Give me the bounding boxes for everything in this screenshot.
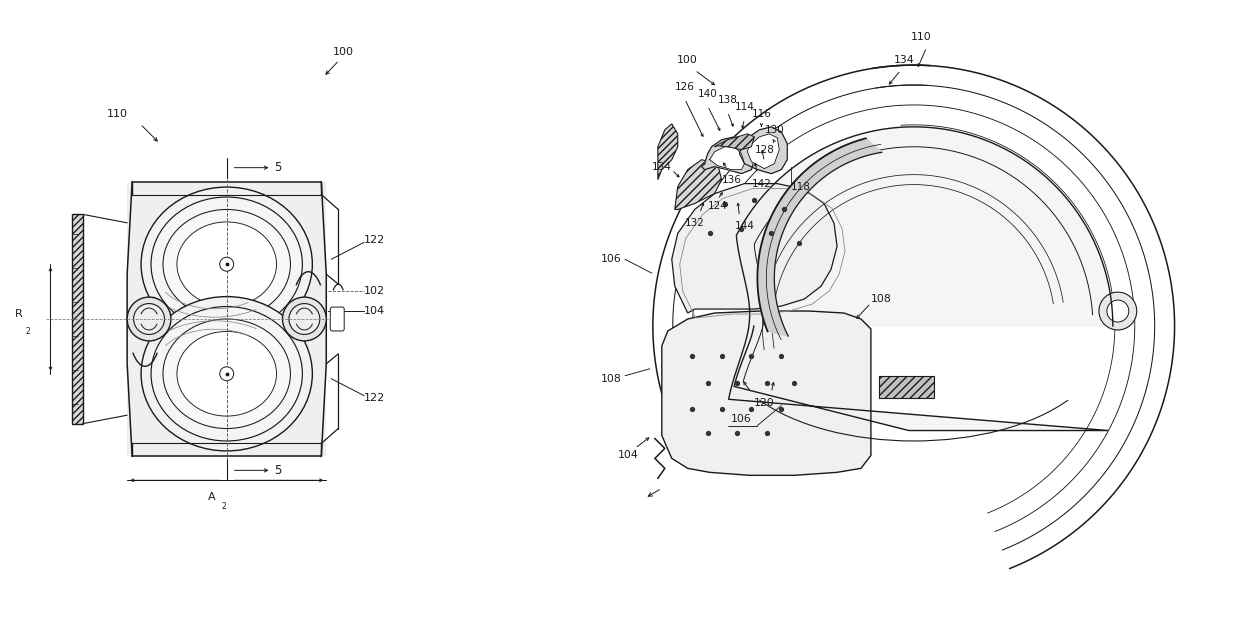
Text: 134: 134 [894, 55, 914, 65]
Ellipse shape [177, 222, 277, 306]
Ellipse shape [162, 319, 290, 429]
Text: 100: 100 [677, 55, 698, 65]
Ellipse shape [162, 210, 290, 319]
Polygon shape [709, 147, 744, 170]
Polygon shape [672, 183, 837, 313]
Text: 108: 108 [601, 374, 622, 384]
Text: 142: 142 [751, 179, 771, 188]
Text: 114: 114 [734, 102, 754, 112]
Text: 106: 106 [601, 254, 622, 264]
Ellipse shape [151, 306, 303, 441]
Circle shape [289, 304, 320, 335]
Polygon shape [714, 134, 754, 150]
Polygon shape [729, 127, 1112, 431]
Ellipse shape [151, 197, 303, 331]
Ellipse shape [141, 187, 312, 342]
Text: 124: 124 [708, 201, 728, 212]
Polygon shape [758, 138, 882, 336]
Text: 140: 140 [698, 89, 718, 99]
Text: 138: 138 [718, 95, 738, 105]
Text: 128: 128 [754, 145, 774, 154]
Polygon shape [702, 137, 754, 174]
Circle shape [134, 304, 165, 335]
Circle shape [219, 257, 233, 271]
Polygon shape [662, 311, 870, 476]
Circle shape [1107, 300, 1128, 322]
Text: 144: 144 [734, 221, 754, 231]
Ellipse shape [141, 297, 312, 451]
Text: 2: 2 [26, 327, 30, 336]
Text: 2: 2 [222, 502, 227, 512]
Circle shape [283, 297, 326, 341]
Circle shape [1099, 292, 1137, 330]
Text: 122: 122 [365, 235, 386, 246]
Text: 116: 116 [751, 109, 771, 119]
Text: 108: 108 [870, 294, 892, 304]
Polygon shape [739, 127, 787, 174]
Text: 132: 132 [684, 219, 704, 228]
Text: R: R [15, 309, 22, 319]
Text: 104: 104 [365, 306, 386, 316]
Text: 106: 106 [732, 413, 751, 424]
Text: 102: 102 [365, 286, 386, 296]
Text: 122: 122 [365, 393, 386, 403]
Polygon shape [748, 134, 779, 169]
FancyBboxPatch shape [330, 307, 345, 331]
FancyBboxPatch shape [128, 181, 326, 456]
Text: 130: 130 [764, 125, 784, 135]
Text: 5: 5 [274, 161, 281, 174]
Circle shape [219, 367, 233, 381]
Text: 100: 100 [334, 47, 355, 57]
Text: 118: 118 [791, 181, 811, 192]
Polygon shape [675, 160, 722, 210]
Text: 110: 110 [107, 109, 128, 119]
Text: 136: 136 [722, 174, 742, 185]
Text: 110: 110 [910, 32, 931, 42]
Text: A: A [208, 492, 216, 503]
Text: 134: 134 [652, 162, 672, 172]
Circle shape [128, 297, 171, 341]
Ellipse shape [177, 331, 277, 416]
Text: 5: 5 [274, 464, 281, 477]
Text: 120: 120 [754, 397, 775, 408]
Text: 104: 104 [618, 451, 639, 460]
Bar [72, 215, 83, 424]
Bar [879, 376, 934, 397]
Polygon shape [658, 124, 678, 179]
Text: 126: 126 [675, 82, 694, 92]
